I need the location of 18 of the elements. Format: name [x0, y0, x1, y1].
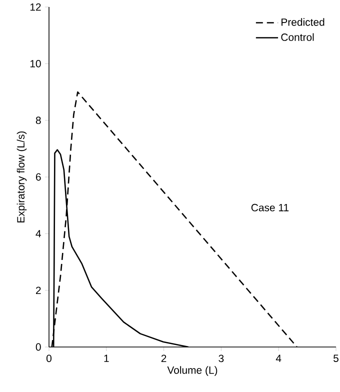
y-tick-label: 12	[30, 3, 41, 11]
x-tick-label: 5	[334, 354, 338, 362]
y-tick-label: 10	[30, 60, 41, 68]
y-tick-label: 2	[36, 286, 41, 294]
legend-label: Predicted	[282, 18, 324, 26]
y-axis-title: Expiratory flow (L/s)	[16, 131, 27, 222]
y-tick-label: 6	[36, 173, 41, 181]
y-tick-label: 0	[36, 343, 41, 351]
legend-label: Control	[281, 33, 314, 41]
x-tick-label: 1	[104, 354, 109, 362]
y-tick-label: 4	[36, 230, 41, 238]
x-tick-label: 4	[276, 354, 282, 362]
x-tick-label: 0	[46, 354, 52, 362]
x-axis-title: Volume (L)	[167, 366, 218, 376]
x-tick-label: 3	[218, 354, 224, 362]
y-tick-label: 8	[36, 116, 41, 124]
x-tick-label: 2	[161, 354, 166, 362]
annotation: Case 11	[251, 204, 289, 212]
